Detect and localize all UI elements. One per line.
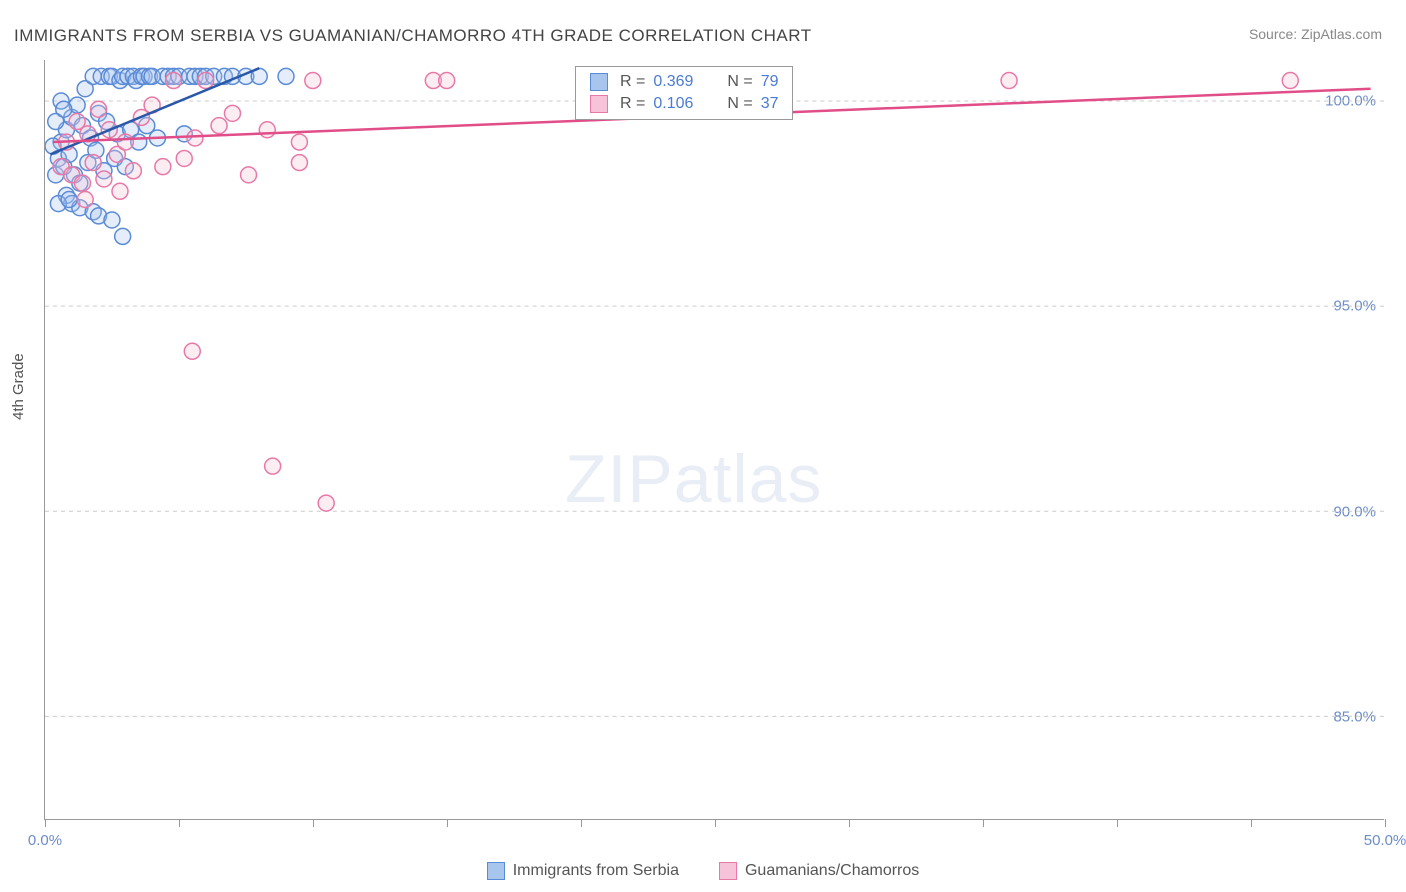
legend-swatch-guam [590,95,608,113]
xtick-label: 50.0% [1364,832,1406,849]
legend-swatch-serbia-icon [487,862,505,880]
data-point-guam [155,159,171,175]
data-point-guam [184,343,200,359]
data-point-guam [259,122,275,138]
data-point-guam [198,73,214,89]
data-point-serbia [56,101,72,117]
xtick [179,819,180,827]
data-point-guam [176,150,192,166]
data-point-guam [439,73,455,89]
data-point-guam [1001,73,1017,89]
xtick [581,819,582,827]
data-point-guam [291,134,307,150]
data-point-guam [166,73,182,89]
data-point-guam [305,73,321,89]
data-point-guam [85,155,101,171]
xtick [1117,819,1118,827]
data-point-guam [96,171,112,187]
xtick [1251,819,1252,827]
data-point-guam [125,163,141,179]
plot-area: ZIPatlas R = 0.369 N = 79 R = 0.106 N = … [44,60,1384,820]
xtick [313,819,314,827]
data-point-guam [224,105,240,121]
legend-row-serbia: R = 0.369 N = 79 [576,71,792,93]
legend-label-guam: Guamanians/Chamorros [745,862,919,880]
data-point-guam [241,167,257,183]
series-legend: Immigrants from Serbia Guamanians/Chamor… [0,862,1406,880]
data-point-guam [112,183,128,199]
legend-n-label: N = [727,95,752,113]
legend-item-guam: Guamanians/Chamorros [719,862,919,880]
legend-r-value-serbia: 0.369 [653,73,707,91]
data-point-guam [91,101,107,117]
xtick [849,819,850,827]
xtick [45,819,46,827]
legend-row-guam: R = 0.106 N = 37 [576,93,792,115]
data-point-serbia [115,228,131,244]
data-point-guam [265,458,281,474]
xtick-label: 0.0% [28,832,62,849]
data-point-guam [291,155,307,171]
data-point-serbia [278,68,294,84]
data-point-serbia [104,212,120,228]
legend-label-serbia: Immigrants from Serbia [513,862,679,880]
legend-r-label: R = [620,95,645,113]
data-point-guam [187,130,203,146]
legend-r-label: R = [620,73,645,91]
data-point-guam [117,134,133,150]
legend-n-value-serbia: 79 [761,73,779,91]
data-point-guam [74,175,90,191]
xtick [447,819,448,827]
legend-r-value-guam: 0.106 [653,95,707,113]
chart-title: IMMIGRANTS FROM SERBIA VS GUAMANIAN/CHAM… [14,26,812,46]
legend-item-serbia: Immigrants from Serbia [487,862,679,880]
data-point-guam [1282,73,1298,89]
y-axis-label: 4th Grade [10,353,27,420]
xtick [715,819,716,827]
data-point-guam [211,118,227,134]
chart-source: Source: ZipAtlas.com [1249,26,1382,42]
scatter-svg [45,60,1384,819]
legend-swatch-guam-icon [719,862,737,880]
legend-n-value-guam: 37 [761,95,779,113]
xtick [1385,819,1386,827]
data-point-serbia [61,192,77,208]
correlation-legend: R = 0.369 N = 79 R = 0.106 N = 37 [575,66,793,120]
xtick [983,819,984,827]
data-point-guam [318,495,334,511]
legend-swatch-serbia [590,73,608,91]
data-point-guam [77,192,93,208]
legend-n-label: N = [727,73,752,91]
